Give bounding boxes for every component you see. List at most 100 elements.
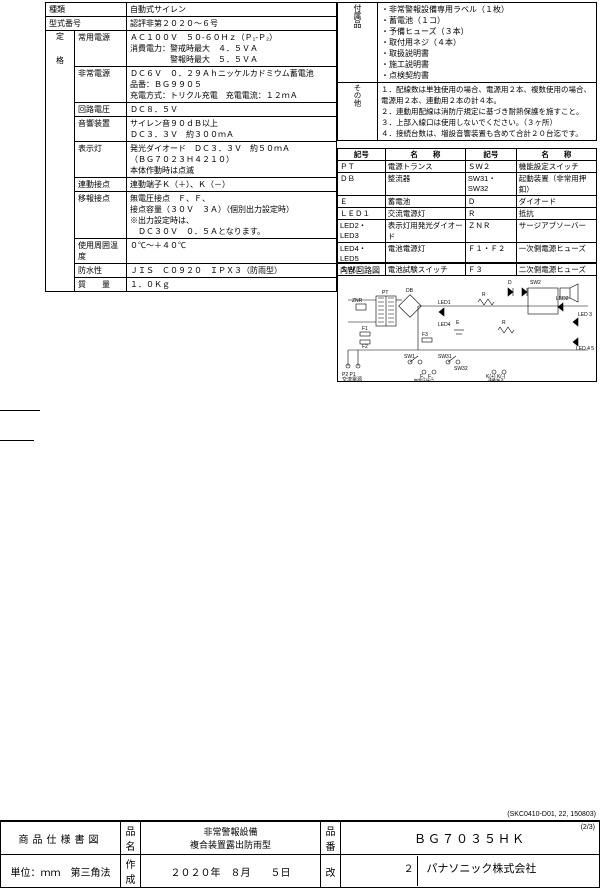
page-num: (2/3) bbox=[581, 824, 595, 831]
spec-label: 表示灯 bbox=[75, 142, 127, 178]
znr-label: ZNR bbox=[352, 298, 363, 304]
rev-value: ２ bbox=[404, 856, 418, 886]
part-sym: LED4・LED5 bbox=[338, 243, 386, 264]
sw31-label: SW31 bbox=[438, 354, 452, 360]
created-label: 作成 bbox=[121, 855, 141, 888]
spec-label: 質 量 bbox=[75, 278, 127, 292]
parts-header: 名 称 bbox=[516, 149, 596, 161]
spec-label: 回路電圧 bbox=[75, 103, 127, 117]
name-value: 非常警報設備 複合装置露出防雨型 bbox=[141, 822, 321, 855]
spec-label: 防水性 bbox=[75, 264, 127, 278]
notes-items: １．配線数は単独使用の場合、電源用２本、複数使用の場合、電源用２本、連動用２本の… bbox=[378, 83, 597, 141]
spec-label: 連動接点 bbox=[75, 178, 127, 192]
r-label: R bbox=[482, 292, 486, 298]
parts-table: 記号 名 称 記号 名 称 ＰＴ電源トランスＳＷ２機能設定スイッチ ＤＢ整流器S… bbox=[337, 148, 597, 276]
part-name: 機能設定スイッチ bbox=[516, 161, 596, 173]
sw2-label: SW2 bbox=[530, 280, 541, 286]
circuit-svg: PT DB ZNR F1 F2 F3 LED1 LED4 E R R D SW2… bbox=[338, 278, 594, 382]
part-sym: Ｆ１・Ｆ２ bbox=[465, 243, 516, 264]
d-label: D bbox=[508, 280, 512, 286]
spec-value: 発光ダイオード ＤＣ３．３Ｖ 約５０ｍＡ （ＢＧ７０２３Ｈ４２１０） 本体作動時… bbox=[127, 142, 337, 178]
part-value: ＢＧ７０３５ＨＫ bbox=[414, 832, 526, 846]
part-name: 抵抗 bbox=[516, 208, 596, 220]
type-label: 種類 bbox=[46, 3, 127, 17]
accessories-items: ・非常警報設備専用ラベル（１枚） ・蓄電池（１コ） ・予備ヒューズ（３本） ・取… bbox=[378, 3, 597, 83]
sw1-label: SW1 bbox=[404, 354, 415, 360]
led3-label: LED 3 bbox=[578, 312, 592, 318]
name-label: 品名 bbox=[121, 822, 141, 855]
model-label: 型式番号 bbox=[46, 17, 127, 31]
part-name: 一次側電源ヒューズ bbox=[516, 243, 596, 264]
f1-label: F1 bbox=[362, 326, 368, 332]
part-label: 品番 bbox=[321, 822, 341, 855]
accessory-item: ・非常警報設備専用ラベル（１枚） bbox=[381, 4, 593, 15]
note-item: ２．連動用配線は消防庁規定に基づき耐熱保護を施すこと。 bbox=[381, 106, 593, 117]
company-cell: ２ パナソニック株式会社 bbox=[341, 855, 600, 888]
part-sym: ＳＷ２ bbox=[465, 161, 516, 173]
part-sym: ＤＢ bbox=[338, 173, 386, 196]
pt-label: PT bbox=[382, 290, 388, 296]
note-item: ３．上部入線口は使用しないでください。（３ヶ所） bbox=[381, 117, 593, 128]
accessory-item: ・予備ヒューズ（３本） bbox=[381, 26, 593, 37]
spec-label: 使用周囲温度 bbox=[75, 239, 127, 264]
part-name: 交流電源灯 bbox=[385, 208, 465, 220]
type-value: 自動式サイレン bbox=[127, 3, 337, 17]
spec-value: 無電圧接点 Ｆ、Ｆ、 接点容量（３０Ｖ ３Ａ）（個別出力設定時） ※出力設定時は… bbox=[127, 192, 337, 239]
part-name: ダイオード bbox=[516, 196, 596, 208]
spec-label: 常用電源 bbox=[75, 31, 127, 67]
part-name: 起動装置（非常用押釦） bbox=[516, 173, 596, 196]
spec-value: ＪＩＳ Ｃ０９２０ ＩＰＸ３（防雨型） bbox=[127, 264, 337, 278]
spec-table: 種類 自動式サイレン 型式番号 認評非第２０２０～６号 定 格 常用電源 ＡＣ１… bbox=[45, 2, 337, 292]
company: パナソニック株式会社 bbox=[426, 863, 536, 875]
f3-label: F3 bbox=[422, 332, 428, 338]
parts-header: 記号 bbox=[338, 149, 386, 161]
part-sym: Ｒ bbox=[465, 208, 516, 220]
part-sym: Ｅ bbox=[338, 196, 386, 208]
part-name: 表示灯用発光ダイオード bbox=[385, 220, 465, 243]
led4-label: LED4 bbox=[438, 322, 451, 328]
p-sub: 交流電源 bbox=[342, 376, 362, 382]
part-name: サージアブソーバー bbox=[516, 220, 596, 243]
part-name: 整流器 bbox=[385, 173, 465, 196]
part-sym: ＺＮＲ bbox=[465, 220, 516, 243]
parts-header: 記号 bbox=[465, 149, 516, 161]
spec-value: 連動端子Ｋ（＋）、Ｋ（－） bbox=[127, 178, 337, 192]
spec-value: １．０Ｋｇ bbox=[127, 278, 337, 292]
part-sym: LED2・LED3 bbox=[338, 220, 386, 243]
part-name: 電池電源灯 bbox=[385, 243, 465, 264]
note-item: １．配線数は単独使用の場合、電源用２本、複数使用の場合、電源用２本、連動用２本の… bbox=[381, 84, 593, 106]
part-name: 電源トランス bbox=[385, 161, 465, 173]
spec-label: 移報接点 bbox=[75, 192, 127, 239]
spec-label: 音響装置 bbox=[75, 117, 127, 142]
accessory-item: ・蓄電池（１コ） bbox=[381, 15, 593, 26]
r-label2: R bbox=[502, 320, 506, 326]
spec-value: ＤＣ６Ｖ ０．２９Ａｈニッケルカドミウム蓄電池 品番：ＢＧ９９０５ 充電方式：ト… bbox=[127, 67, 337, 103]
circuit-diagram: 内部回路図 bbox=[337, 262, 597, 382]
kk-sub: 連動端子 bbox=[488, 377, 504, 382]
part-sym: ＰＴ bbox=[338, 161, 386, 173]
accessory-item: ・取扱説明書 bbox=[381, 48, 593, 59]
part-value-cell: ＢＧ７０３５ＨＫ (2/3) bbox=[341, 822, 600, 855]
part-name: 蓄電池 bbox=[385, 196, 465, 208]
ff-sub: 無電圧接点 bbox=[414, 377, 434, 382]
accessories-label: 付属品 bbox=[338, 3, 378, 83]
spec-label: 非常電源 bbox=[75, 67, 127, 103]
rev-label: 改 bbox=[321, 855, 341, 888]
spec-value: ＤＣ８．５Ｖ bbox=[127, 103, 337, 117]
accessory-item: ・点検契約書 bbox=[381, 70, 593, 81]
spec-value: ＡＣ１００Ｖ ５０-６０Ｈｚ（Ｐ₁-Ｐ₂） 消費電力：警戒時最大 ４．５ＶＡ 警… bbox=[127, 31, 337, 67]
created-value: ２０２０年 ８月 ５日 bbox=[141, 855, 321, 888]
circuit-title: 内部回路図 bbox=[338, 263, 596, 278]
notes-label: その他 bbox=[338, 83, 378, 141]
footer-code: (SKC0410-D01, 22, 150803) bbox=[507, 811, 596, 818]
doc-type: 商品仕様書図 bbox=[1, 822, 121, 855]
unit-text: 単位：ｍｍ 第三角法 bbox=[1, 855, 121, 888]
spec-value: サイレン音９０ｄＢ以上 ＤＣ３．３Ｖ 約３００ｍＡ bbox=[127, 117, 337, 142]
led2-label: LED2 bbox=[556, 296, 569, 302]
parts-header: 名 称 bbox=[385, 149, 465, 161]
side-reference-lines bbox=[0, 410, 40, 470]
spec-group: 定 格 bbox=[46, 31, 75, 292]
part-sym: ＬＥＤ１ bbox=[338, 208, 386, 220]
led45-label: LED 4 5 bbox=[576, 346, 594, 352]
part-sym: SW31・SW32 bbox=[465, 173, 516, 196]
